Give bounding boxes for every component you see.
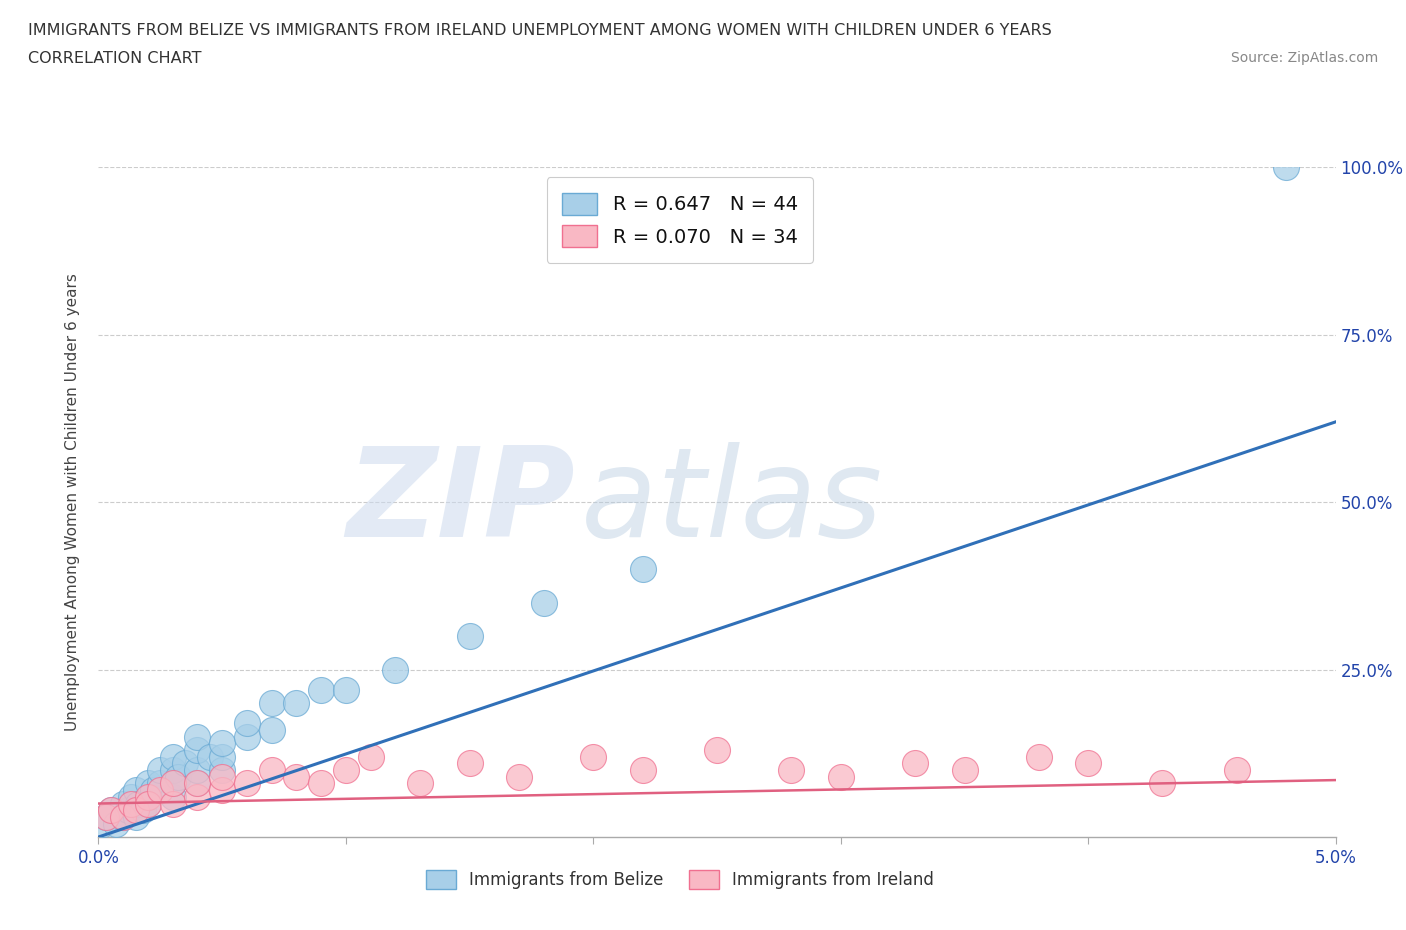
Point — [120, 790, 142, 804]
Point — [94, 809, 117, 824]
Point — [162, 776, 184, 790]
Point — [335, 763, 357, 777]
Point — [162, 750, 184, 764]
Point — [211, 783, 233, 798]
Point — [409, 776, 432, 790]
Point — [285, 696, 308, 711]
Point — [124, 809, 146, 824]
Point — [631, 763, 654, 777]
Point — [124, 783, 146, 798]
Point — [830, 769, 852, 784]
Point — [136, 790, 159, 804]
Point — [142, 783, 165, 798]
Point — [136, 796, 159, 811]
Point — [780, 763, 803, 777]
Point — [93, 817, 115, 831]
Point — [1077, 756, 1099, 771]
Point — [582, 750, 605, 764]
Point — [186, 763, 208, 777]
Point — [162, 763, 184, 777]
Point — [211, 736, 233, 751]
Text: IMMIGRANTS FROM BELIZE VS IMMIGRANTS FROM IRELAND UNEMPLOYMENT AMONG WOMEN WITH : IMMIGRANTS FROM BELIZE VS IMMIGRANTS FRO… — [28, 23, 1052, 38]
Point — [211, 769, 233, 784]
Point — [1152, 776, 1174, 790]
Point — [186, 790, 208, 804]
Point — [309, 683, 332, 698]
Point — [166, 769, 188, 784]
Point — [1275, 160, 1298, 175]
Point — [198, 750, 221, 764]
Text: CORRELATION CHART: CORRELATION CHART — [28, 51, 201, 66]
Point — [236, 729, 259, 744]
Point — [132, 803, 155, 817]
Point — [211, 750, 233, 764]
Legend: Immigrants from Belize, Immigrants from Ireland: Immigrants from Belize, Immigrants from … — [419, 863, 941, 896]
Point — [112, 809, 135, 824]
Point — [112, 796, 135, 811]
Point — [953, 763, 976, 777]
Point — [360, 750, 382, 764]
Point — [104, 817, 127, 831]
Point — [120, 796, 142, 811]
Point — [260, 763, 283, 777]
Point — [384, 662, 406, 677]
Point — [236, 776, 259, 790]
Point — [706, 742, 728, 757]
Point — [94, 809, 117, 824]
Point — [174, 756, 197, 771]
Point — [335, 683, 357, 698]
Text: atlas: atlas — [581, 442, 883, 563]
Point — [162, 776, 184, 790]
Point — [186, 776, 208, 790]
Point — [149, 763, 172, 777]
Point — [149, 776, 172, 790]
Point — [211, 763, 233, 777]
Point — [260, 723, 283, 737]
Point — [186, 776, 208, 790]
Point — [100, 803, 122, 817]
Text: ZIP: ZIP — [346, 442, 575, 563]
Point — [100, 803, 122, 817]
Y-axis label: Unemployment Among Women with Children Under 6 years: Unemployment Among Women with Children U… — [65, 273, 80, 731]
Point — [162, 790, 184, 804]
Point — [112, 809, 135, 824]
Point — [117, 803, 139, 817]
Point — [458, 756, 481, 771]
Point — [149, 783, 172, 798]
Point — [236, 716, 259, 731]
Point — [309, 776, 332, 790]
Point — [904, 756, 927, 771]
Point — [1028, 750, 1050, 764]
Point — [136, 776, 159, 790]
Point — [127, 796, 149, 811]
Point — [458, 629, 481, 644]
Point — [533, 595, 555, 610]
Point — [631, 562, 654, 577]
Point — [136, 796, 159, 811]
Point — [136, 790, 159, 804]
Text: Source: ZipAtlas.com: Source: ZipAtlas.com — [1230, 51, 1378, 65]
Point — [285, 769, 308, 784]
Point — [1226, 763, 1249, 777]
Point — [260, 696, 283, 711]
Point — [508, 769, 530, 784]
Point — [186, 742, 208, 757]
Point — [186, 729, 208, 744]
Point — [124, 803, 146, 817]
Point — [162, 796, 184, 811]
